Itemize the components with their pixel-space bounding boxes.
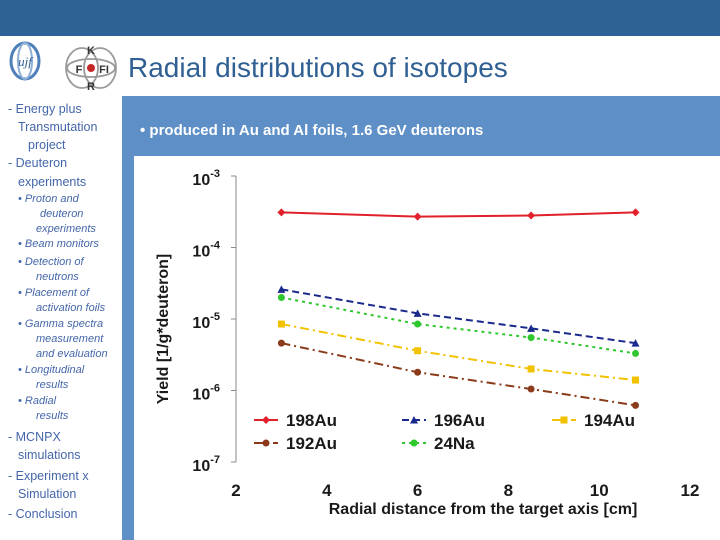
series-line-194Au — [281, 323, 636, 382]
legend-label: 194Au — [584, 411, 635, 430]
data-point-198Au — [277, 208, 286, 217]
sidebar-subitem: • Longitudinal — [18, 364, 85, 376]
y-tick-exponent: -7 — [210, 454, 220, 466]
sidebar-item: - MCNPX — [8, 430, 61, 444]
sidebar-subitem: • Gamma spectra — [18, 318, 104, 330]
legend-swatch-marker — [410, 416, 418, 424]
data-point-196Au — [631, 339, 640, 347]
sidebar-item: experiments — [18, 175, 87, 189]
data-point-24Na — [527, 334, 535, 342]
sidebar-item: - Energy plus — [8, 102, 82, 116]
x-tick-label: 4 — [322, 481, 332, 500]
header — [0, 36, 720, 96]
sidebar-subitem: measurement — [36, 333, 104, 345]
data-point-192Au — [527, 385, 535, 393]
data-point-196Au — [527, 324, 536, 332]
legend-swatch-marker — [560, 416, 568, 424]
sidebar-subitem: • Beam monitors — [18, 238, 99, 250]
logo-letter-r: R — [87, 81, 95, 93]
legend-swatch-marker — [262, 416, 270, 424]
slide-title: Radial distributions of isotopes — [128, 52, 508, 83]
data-point-198Au — [631, 208, 640, 217]
data-point-194Au — [277, 320, 285, 328]
x-axis-title: Radial distance from the target axis [cm… — [329, 501, 638, 518]
y-tick-exponent: -3 — [210, 168, 220, 180]
ujf-logo: ujf — [9, 41, 41, 81]
series-line-198Au — [281, 211, 636, 218]
legend-label: 24Na — [434, 434, 475, 453]
data-point-192Au — [414, 368, 422, 376]
logo-letter-k: K — [87, 45, 95, 57]
x-tick-label: 6 — [413, 481, 422, 500]
legend-swatch-marker — [410, 439, 418, 447]
y-tick-exponent: -5 — [210, 311, 220, 323]
sidebar-subitem: deuteron — [40, 208, 84, 220]
x-tick-label: 10 — [590, 481, 609, 500]
chart-background — [134, 156, 720, 540]
sidebar-item: - Conclusion — [8, 507, 78, 521]
sidebar-subitem: • Radial — [18, 395, 57, 407]
x-tick-label: 12 — [681, 481, 700, 500]
sidebar-item: - Deuteron — [8, 156, 68, 170]
ujf-logo-text: ujf — [18, 54, 34, 69]
data-point-24Na — [632, 349, 640, 357]
series-line-192Au — [281, 342, 636, 407]
sidebar-subitem: neutrons — [36, 271, 79, 283]
sidebar-subitem: experiments — [36, 223, 96, 235]
logo-letter-fi: FI — [99, 64, 109, 76]
bullet-text: • produced in Au and Al foils, 1.6 GeV d… — [140, 122, 484, 139]
series-line-196Au — [281, 288, 636, 345]
sidebar-item: - Experiment x — [8, 469, 89, 483]
sidebar-item: project — [28, 138, 66, 152]
y-tick-exponent: -4 — [210, 240, 221, 252]
legend-swatch-marker — [262, 439, 270, 447]
sidebar-subitem: • Placement of — [18, 287, 90, 299]
legend-label: 192Au — [286, 434, 337, 453]
sidebar-subitem: • Proton and — [18, 193, 79, 205]
data-point-196Au — [413, 309, 422, 317]
logo-letter-f: F — [76, 64, 83, 76]
x-tick-label: 8 — [504, 481, 513, 500]
sidebar-item: Simulation — [18, 487, 77, 501]
sidebar-item: Transmutation — [18, 120, 98, 134]
data-point-24Na — [414, 320, 422, 328]
data-point-194Au — [527, 365, 535, 373]
legend-label: 198Au — [286, 411, 337, 430]
data-point-192Au — [277, 339, 285, 347]
data-point-24Na — [277, 293, 285, 301]
data-point-198Au — [527, 211, 536, 220]
y-axis-title: Yield [1/g*deuteron] — [155, 254, 172, 405]
x-tick-label: 2 — [231, 481, 240, 500]
sidebar-item: simulations — [18, 448, 81, 462]
kfnfi-logo: K F FI R — [65, 45, 117, 93]
sidebar-subitem: results — [36, 379, 69, 391]
data-point-192Au — [632, 401, 640, 409]
y-tick-exponent: -6 — [210, 383, 220, 395]
sidebar: - Energy plus Transmutation project - De… — [0, 96, 120, 540]
data-point-196Au — [277, 285, 286, 293]
data-point-194Au — [632, 376, 640, 384]
sidebar-subitem: • Detection of — [18, 256, 84, 268]
sidebar-subitem: activation foils — [36, 302, 106, 314]
legend-label: 196Au — [434, 411, 485, 430]
top-bar — [0, 0, 720, 36]
data-point-194Au — [414, 347, 422, 355]
sidebar-subitem: results — [36, 410, 69, 422]
sidebar-subitem: and evaluation — [36, 348, 108, 360]
